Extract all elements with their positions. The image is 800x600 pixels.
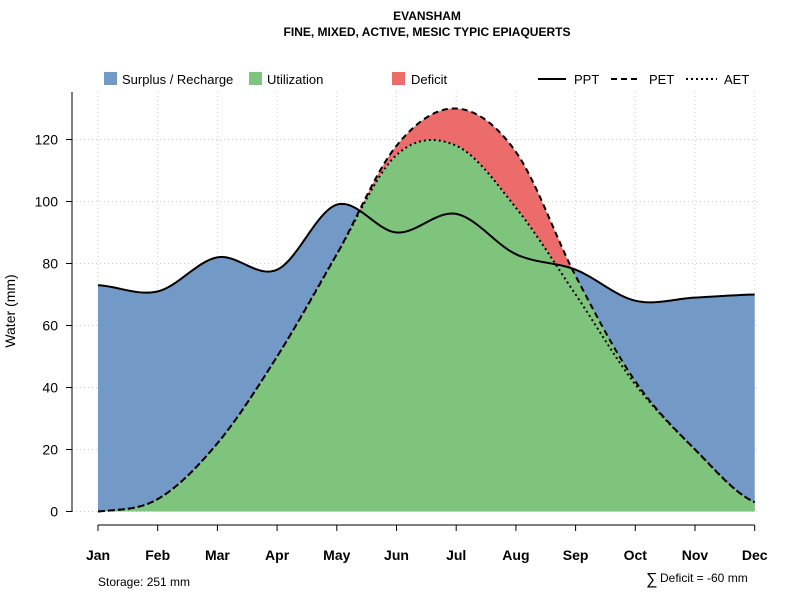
y-tick-label-0: 0 bbox=[50, 504, 58, 520]
x-tick-label-apr: Apr bbox=[265, 547, 290, 563]
series-lines bbox=[97, 107, 756, 513]
legend: Surplus / Recharge Utilization Deficit P… bbox=[104, 72, 749, 87]
y-tick-label-120: 120 bbox=[35, 132, 59, 148]
legend-label-surplus: Surplus / Recharge bbox=[122, 72, 233, 87]
chart-subtitle: FINE, MIXED, ACTIVE, MESIC TYPIC EPIAQUE… bbox=[284, 25, 571, 39]
x-tick-label-dec: Dec bbox=[742, 547, 768, 563]
deficit-sum-symbol: ∑ bbox=[646, 571, 657, 588]
y-tick-label-40: 40 bbox=[42, 380, 58, 396]
y-axis-title: Water (mm) bbox=[2, 274, 18, 347]
legend-label-deficit: Deficit bbox=[411, 72, 448, 87]
axes: 0 20 40 60 80 100 120 Jan Feb Mar Apr May Jun Jul Aug S… bbox=[35, 92, 768, 563]
legend-swatch-deficit bbox=[392, 72, 405, 85]
storage-note: Storage: 251 mm bbox=[98, 575, 190, 589]
y-tick-label-20: 20 bbox=[42, 442, 58, 458]
utilization-area bbox=[98, 139, 755, 512]
x-tick-label-aug: Aug bbox=[502, 547, 529, 563]
ppt-line bbox=[97, 202, 755, 304]
x-tick-label-jun: Jun bbox=[384, 547, 409, 563]
legend-label-ppt: PPT bbox=[574, 72, 599, 87]
x-tick-label-jan: Jan bbox=[86, 547, 110, 563]
x-tick-label-jul: Jul bbox=[446, 547, 466, 563]
legend-label-pet: PET bbox=[649, 72, 674, 87]
x-tick-label-feb: Feb bbox=[145, 547, 170, 563]
chart-title: EVANSHAM bbox=[393, 9, 461, 23]
legend-swatch-surplus bbox=[104, 72, 117, 85]
legend-label-aet: AET bbox=[724, 72, 749, 87]
x-tick-label-oct: Oct bbox=[624, 547, 648, 563]
y-tick-label-100: 100 bbox=[35, 194, 59, 210]
x-tick-label-sep: Sep bbox=[563, 547, 589, 563]
y-tick-label-80: 80 bbox=[42, 256, 58, 272]
legend-swatch-utilization bbox=[249, 72, 262, 85]
legend-label-utilization: Utilization bbox=[267, 72, 323, 87]
deficit-note: Deficit = -60 mm bbox=[660, 571, 748, 585]
areas bbox=[98, 108, 755, 512]
x-tick-label-nov: Nov bbox=[682, 547, 709, 563]
x-tick-label-mar: Mar bbox=[205, 547, 230, 563]
pet-line bbox=[97, 107, 756, 513]
y-tick-label-60: 60 bbox=[42, 318, 58, 334]
x-tick-label-may: May bbox=[323, 547, 350, 563]
